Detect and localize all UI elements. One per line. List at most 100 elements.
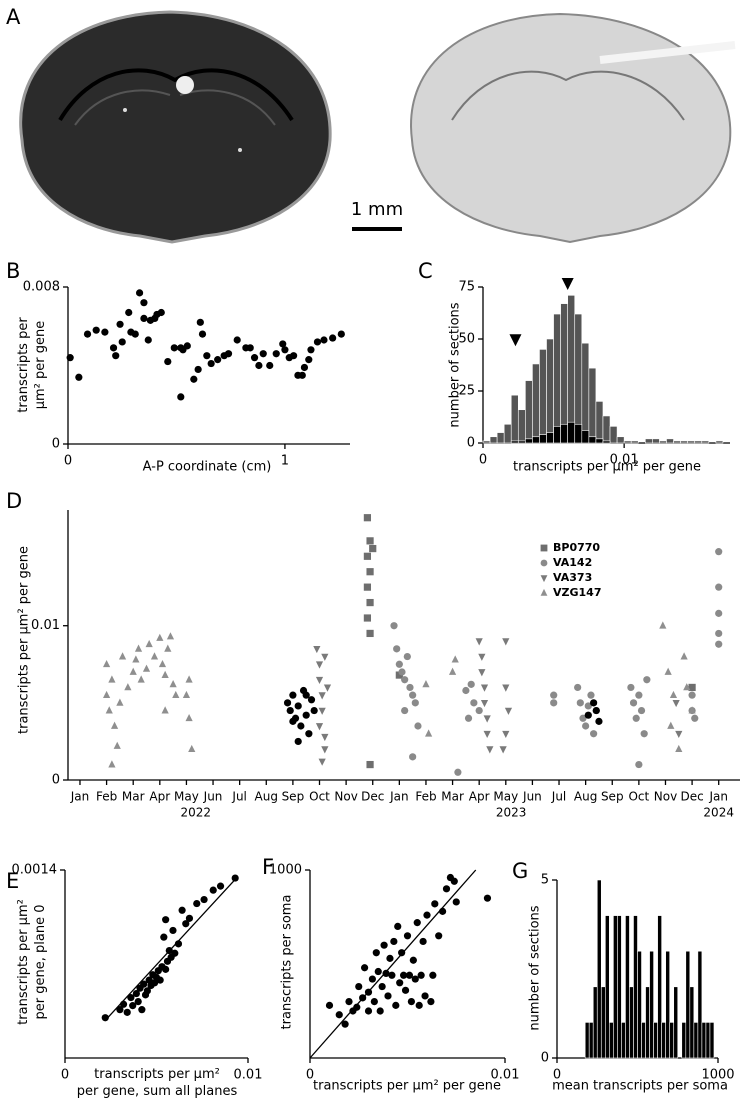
x-axis-label: transcripts per μm² [94,1067,220,1082]
data-point [169,926,177,935]
data-point [454,768,462,776]
y-axis-label: per gene, plane 0 [33,905,48,1020]
x-tick-label: Aug [574,790,597,804]
y-tick-label: 1000 [269,863,302,878]
data-point [200,895,208,904]
data-point [688,706,696,714]
x-tick-label: Apr [149,790,170,804]
panel-label: A [6,5,21,29]
histogram-bar [602,440,611,444]
data-point [374,967,382,976]
histogram-bar [701,440,710,444]
data-point [353,1003,361,1011]
data-point [193,899,201,908]
histogram-bar [581,342,590,444]
data-point [502,730,510,739]
data-point [659,621,667,629]
data-point [233,336,241,344]
histogram-bar [652,438,660,444]
data-point [355,982,363,991]
histogram-bar [649,950,654,1059]
histogram-bar [669,1022,675,1059]
data-point [172,690,180,699]
data-point [337,330,345,338]
data-point [675,730,683,739]
data-point [105,706,113,714]
data-point [329,334,337,342]
data-point [75,373,83,381]
panel-label: G [512,859,528,883]
histogram-bar [482,440,491,444]
data-point [190,375,198,383]
data-point [177,393,185,401]
x-axis-label: transcripts per μm² per gene [513,460,701,475]
x-tick-label: May [174,790,199,804]
histogram-bar [595,401,604,444]
data-point [398,949,406,957]
data-point [125,308,133,317]
data-point [369,544,377,553]
data-point [448,667,457,675]
data-point [480,699,489,708]
histogram-bar [539,349,547,444]
histogram-bar [681,1022,687,1059]
year-label: 2024 [703,806,734,820]
data-point [101,328,109,336]
histogram-bar [553,313,561,444]
data-point [427,998,435,1006]
data-point [409,956,417,964]
data-point [550,699,558,707]
data-point [294,702,302,710]
x-tick-label: 1000 [701,1068,734,1083]
data-point [366,629,374,638]
data-point [157,308,165,317]
data-point [574,683,582,692]
data-point [341,1020,349,1028]
data-point [363,583,372,591]
x-tick-label: Jan [708,790,728,804]
data-point [318,758,326,766]
histogram-bar [581,430,590,444]
data-point [486,746,494,754]
data-point [143,987,151,995]
panel-label: B [6,259,20,283]
x-tick-label: 0 [479,453,487,468]
data-point [390,622,398,630]
data-point [307,696,316,704]
data-point [669,690,678,699]
data-point [421,992,429,1000]
histogram-bar [609,1022,614,1059]
histogram-bar [666,438,674,444]
y-tick-label: 0.008 [23,280,60,295]
data-point [162,916,170,924]
histogram-bar [604,915,610,1059]
data-point [161,670,169,678]
histogram-bar [588,436,597,444]
data-point [185,713,193,722]
data-point [224,350,233,358]
data-point [113,741,121,749]
panel-label: C [418,259,433,283]
data-point [134,998,142,1006]
data-point [170,344,178,352]
histogram-bar [687,440,696,444]
y-tick-label: 0 [52,437,60,452]
data-point [119,1000,128,1008]
data-point [281,346,289,354]
data-point [691,714,699,722]
data-point [116,698,124,706]
data-point [502,684,510,692]
data-point [378,982,386,991]
data-point [156,976,164,984]
data-point [132,655,140,663]
histogram-bar [657,915,662,1059]
histogram-bar [609,426,618,444]
histogram-bar [653,1022,658,1059]
data-point [127,993,135,1002]
histogram-bar [613,915,618,1059]
year-label: 2022 [180,806,211,820]
data-point [166,632,175,640]
data-point [66,354,74,362]
data-point [185,914,194,922]
